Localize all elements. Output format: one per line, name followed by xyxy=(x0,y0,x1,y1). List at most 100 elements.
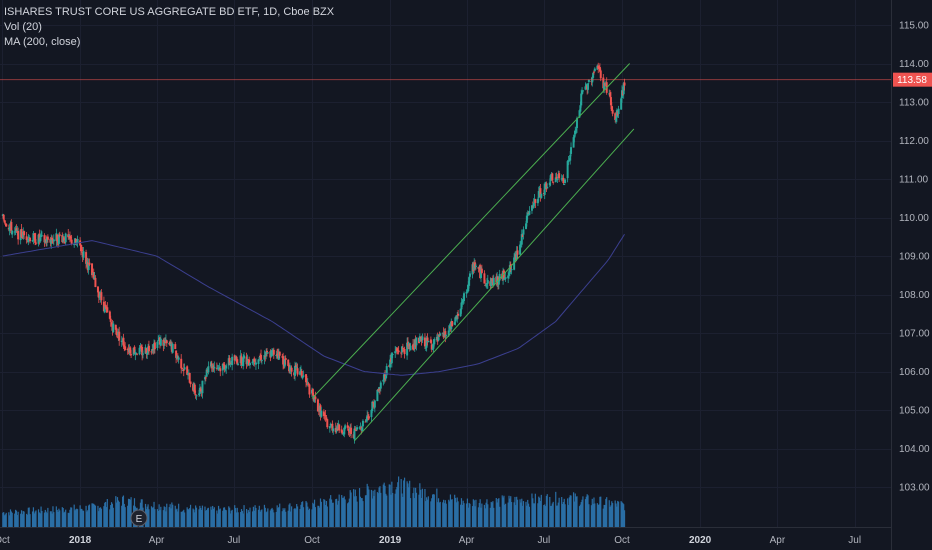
volume-bar xyxy=(75,509,77,527)
volume-bar xyxy=(420,489,422,527)
volume-bar xyxy=(407,483,409,527)
volume-bar xyxy=(154,509,156,527)
volume-bar xyxy=(413,487,415,527)
channel-lower-line[interactable] xyxy=(354,128,635,442)
volume-bar xyxy=(217,505,220,527)
candle-body xyxy=(570,147,573,154)
volume-bar xyxy=(574,493,576,527)
candle-body xyxy=(135,353,138,355)
candle-body xyxy=(580,93,583,106)
candle-body xyxy=(465,291,468,294)
volume-bar xyxy=(329,498,331,527)
volume-bar xyxy=(168,507,170,527)
candle-body xyxy=(221,364,224,371)
volume-bar xyxy=(296,503,298,527)
candle-body xyxy=(409,345,412,351)
candle-body xyxy=(240,356,243,366)
volume-bar xyxy=(94,505,97,527)
volume-bar xyxy=(586,494,588,527)
volume-bar xyxy=(454,497,457,527)
volume-bar xyxy=(311,509,313,527)
volume-bar xyxy=(223,507,225,527)
volume-bar xyxy=(199,505,201,527)
candle-body xyxy=(548,182,551,186)
volume-bar xyxy=(580,502,582,527)
ma-indicator-label[interactable]: MA (200, close) xyxy=(4,36,81,48)
candle-body xyxy=(64,233,67,243)
volume-bar xyxy=(195,507,198,527)
volume-bar xyxy=(121,505,123,527)
volume-bar xyxy=(467,507,469,527)
volume-bar xyxy=(206,508,209,527)
candle-body xyxy=(129,347,132,354)
candle-body xyxy=(307,383,310,386)
candle-body xyxy=(377,389,380,391)
candle-body xyxy=(432,343,435,349)
volume-bar xyxy=(567,505,570,527)
candle-body xyxy=(141,353,144,355)
volume-bar xyxy=(284,508,286,527)
candle-body xyxy=(114,324,117,330)
volume-bar xyxy=(546,494,548,527)
volume-bar xyxy=(544,506,547,527)
volume-bar xyxy=(610,505,612,527)
volume-bar xyxy=(305,501,307,527)
candle-body xyxy=(201,380,204,394)
volume-bar xyxy=(169,504,171,527)
candle-body xyxy=(205,369,208,377)
volume-bar xyxy=(424,488,426,527)
volume-bar xyxy=(552,501,554,527)
candle-body xyxy=(15,228,18,231)
volume-bar xyxy=(617,500,619,527)
volume-bar xyxy=(594,503,596,527)
candle-body xyxy=(504,277,507,279)
volume-indicator-label[interactable]: Vol (20) xyxy=(4,21,42,33)
volume-bar xyxy=(550,505,552,527)
symbol-title[interactable]: ISHARES TRUST CORE US AGGREGATE BD ETF, … xyxy=(4,6,335,18)
candle-body xyxy=(519,244,522,255)
time-axis[interactable]: Oct 2018 Apr Jul Oct 2019 Apr Jul Oct 2020 Apr Jul xyxy=(0,535,861,546)
candle-body xyxy=(100,292,103,301)
candle-body xyxy=(116,336,119,338)
volume-bar xyxy=(312,502,314,527)
channel-upper-line[interactable] xyxy=(311,63,630,399)
volume-bar xyxy=(382,484,384,527)
volume-bar xyxy=(275,511,277,527)
candle-body xyxy=(412,348,415,350)
volume-bar xyxy=(324,505,327,527)
volume-bar xyxy=(611,501,613,527)
candle-body xyxy=(497,279,500,285)
volume-bar xyxy=(11,512,13,527)
candle-body xyxy=(430,344,433,350)
candle-body xyxy=(302,375,305,377)
volume-bar xyxy=(425,501,427,527)
candle-body xyxy=(284,357,287,360)
volume-bar xyxy=(2,512,4,527)
time-tick-label: 2020 xyxy=(689,535,712,546)
candle-body xyxy=(539,188,542,198)
volume-bar xyxy=(606,497,608,527)
volume-bar xyxy=(115,496,117,527)
volume-bar xyxy=(609,506,611,527)
volume-bar xyxy=(533,503,535,527)
volume-bar xyxy=(45,511,47,527)
price-tick-label: 105.00 xyxy=(899,406,930,417)
candle-body xyxy=(3,220,6,223)
volume-bar xyxy=(604,504,606,527)
earnings-marker[interactable]: E xyxy=(130,509,148,527)
volume-bar xyxy=(337,500,339,527)
volume-bar xyxy=(188,509,190,527)
volume-bar xyxy=(392,492,394,527)
candle-body xyxy=(260,359,263,361)
candle-body xyxy=(609,92,612,97)
candle-body xyxy=(189,381,192,385)
candle-body xyxy=(171,343,174,353)
volume-bar xyxy=(246,513,249,527)
volume-bar xyxy=(117,500,119,527)
volume-bar xyxy=(462,500,464,527)
volume-bar xyxy=(252,506,254,527)
volume-bar xyxy=(568,497,570,527)
price-axis[interactable]: 115.00 114.00 113.00 112.00 111.00 110.00 109.… xyxy=(899,21,930,494)
volume-bar xyxy=(28,507,30,527)
